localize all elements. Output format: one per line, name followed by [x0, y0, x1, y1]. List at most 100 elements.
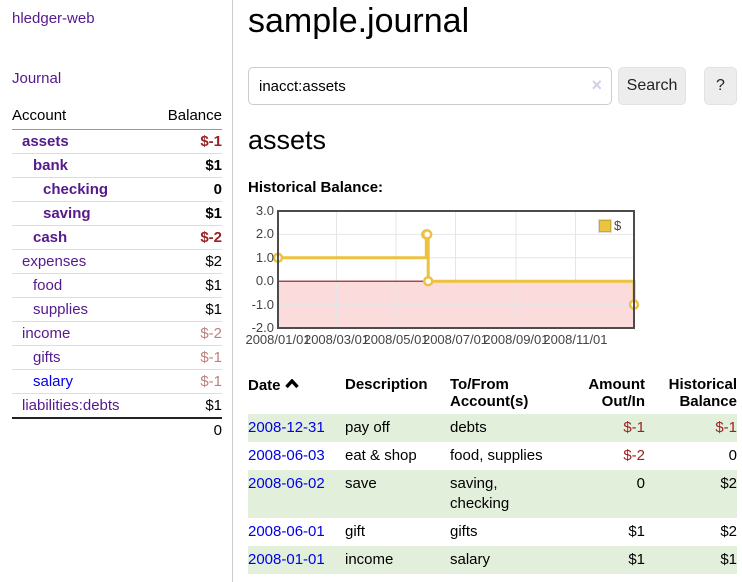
register-cell-accounts: gifts: [450, 523, 478, 540]
register-row: 2008-12-31 pay off debts $-1 $-1: [248, 414, 737, 442]
register-cell-description: pay off: [345, 414, 450, 442]
account-row: saving $1: [12, 201, 222, 226]
account-balance: $-1: [200, 373, 222, 390]
accounts-table-body: assets $-1 bank $1 checking 0 saving $1 cash $-2 e…: [12, 130, 222, 419]
transaction-date-link[interactable]: 2008-06-03: [248, 447, 325, 464]
account-link[interactable]: income: [22, 325, 71, 342]
account-link[interactable]: cash: [33, 229, 68, 246]
accounts-col-balance: Balance: [167, 107, 222, 124]
register-cell-date: 2008-12-31: [248, 414, 345, 442]
accounts-table: Account Balance assets $-1 bank $1 checking 0…: [12, 104, 222, 442]
accounts-total-value: 0: [213, 422, 222, 439]
register-cell-description: income: [345, 546, 450, 574]
y-axis-tick: 0.0: [255, 273, 274, 289]
sidebar-item-journal[interactable]: Journal: [12, 70, 62, 87]
account-link[interactable]: assets: [22, 133, 69, 150]
account-balance: $1: [205, 277, 222, 294]
account-link[interactable]: expenses: [22, 253, 87, 270]
account-balance: $-2: [200, 229, 222, 246]
y-axis-tick: -2.0: [251, 320, 274, 335]
account-row: supplies $1: [12, 297, 222, 322]
register-cell-amount: $-1: [562, 414, 645, 442]
account-balance: $1: [205, 301, 222, 318]
clear-search-icon[interactable]: ×: [591, 75, 602, 95]
account-row: income $-2: [12, 321, 222, 346]
x-axis-tick: 2008/05/01: [363, 332, 429, 347]
account-link[interactable]: bank: [33, 157, 69, 174]
account-balance: $-1: [200, 133, 222, 150]
account-link[interactable]: saving: [43, 205, 91, 222]
account-link[interactable]: salary: [33, 373, 74, 390]
account-link[interactable]: checking: [43, 181, 109, 198]
accounts-col-account: Account: [12, 107, 67, 124]
accounts-total-row: 0: [12, 418, 222, 442]
y-axis-tick: -1.0: [251, 296, 274, 312]
chart-legend: $: [598, 218, 622, 233]
x-axis-tick: 2008/01/01: [245, 332, 311, 347]
app-brand-link[interactable]: hledger-web: [12, 10, 95, 27]
account-balance: $1: [205, 205, 222, 222]
account-link[interactable]: food: [33, 277, 63, 294]
register-row: 2008-06-01 gift gifts $1 $2: [248, 518, 737, 546]
register-cell-balance: $1: [645, 546, 737, 574]
x-axis-tick: 2008/11/01: [543, 332, 608, 347]
account-link[interactable]: liabilities:debts: [22, 397, 120, 414]
transaction-date-link[interactable]: 2008-12-31: [248, 419, 325, 436]
register-table-body: 2008-12-31 pay off debts $-1 $-1 2008-06-03 ea…: [248, 414, 737, 574]
sort-ascending-icon: [284, 376, 299, 393]
account-row: bank $1: [12, 153, 222, 178]
account-balance: 0: [213, 181, 222, 198]
register-cell-accounts: saving, checking: [450, 470, 562, 518]
legend-label: $: [614, 218, 622, 233]
y-axis-tick: 3.0: [255, 203, 274, 218]
account-balance: $-2: [200, 325, 222, 342]
register-cell-balance: $2: [720, 523, 737, 540]
register-cell-date: 2008-06-02: [248, 470, 345, 518]
register-cell-amount: $1: [628, 523, 645, 540]
register-cell-date: 2008-01-01: [248, 546, 345, 574]
register-header-row: Date Description To/From Account(s) Amou…: [248, 374, 737, 414]
register-cell-balance: $2: [645, 470, 737, 518]
account-heading: assets: [248, 125, 327, 155]
transaction-date-link[interactable]: 2008-06-01: [248, 523, 325, 540]
register-row: 2008-01-01 income salary $1 $1: [248, 546, 737, 574]
register-cell-balance: 0: [728, 447, 737, 464]
account-balance: $2: [205, 253, 222, 270]
chart-heading: Historical Balance:: [248, 179, 384, 196]
legend-swatch-icon: [598, 218, 612, 233]
y-axis-tick: 2.0: [255, 226, 274, 242]
account-balance: $1: [205, 397, 222, 414]
account-row: salary $-1: [12, 369, 222, 394]
register-cell-accounts: salary: [450, 546, 562, 574]
sidebar: hledger-web Journal Account Balance asse…: [0, 0, 233, 582]
help-button[interactable]: ?: [704, 67, 737, 105]
account-row: gifts $-1: [12, 345, 222, 370]
x-axis-tick: 2008/03/01: [303, 332, 370, 347]
register-cell-description: eat & shop: [345, 447, 417, 464]
account-row: assets $-1: [12, 130, 222, 154]
register-cell-amount: $-2: [623, 447, 645, 464]
register-cell-amount: $1: [562, 546, 645, 574]
register-col-description: Description: [345, 376, 428, 393]
account-row: food $1: [12, 273, 222, 298]
register-col-date[interactable]: Date: [248, 374, 345, 414]
y-axis-tick: 1.0: [255, 249, 274, 265]
main-content: sample.journal × Search ? assets Histori…: [245, 0, 742, 574]
chart-canvas: [272, 210, 640, 329]
account-row: expenses $2: [12, 249, 222, 274]
search-input[interactable]: [248, 67, 612, 105]
register-table: Date Description To/From Account(s) Amou…: [248, 374, 737, 574]
search-button[interactable]: Search: [618, 67, 686, 105]
account-link[interactable]: gifts: [33, 349, 61, 366]
register-cell-date: 2008-06-03: [248, 442, 345, 470]
historical-balance-chart: $ 3.0 2.0 1.0 0.0 -1.0 -2.0 2008/01/01 2008/03/…: [245, 203, 742, 352]
register-col-amount: Amount Out/In: [588, 376, 645, 410]
account-balance: $1: [205, 157, 222, 174]
transaction-date-link[interactable]: 2008-01-01: [248, 551, 325, 568]
transaction-date-link[interactable]: 2008-06-02: [248, 475, 325, 492]
account-link[interactable]: supplies: [33, 301, 89, 318]
register-cell-date: 2008-06-01: [248, 518, 345, 546]
search-form: × Search ?: [248, 67, 742, 105]
account-row: checking 0: [12, 177, 222, 202]
register-cell-description: gift: [345, 523, 366, 540]
